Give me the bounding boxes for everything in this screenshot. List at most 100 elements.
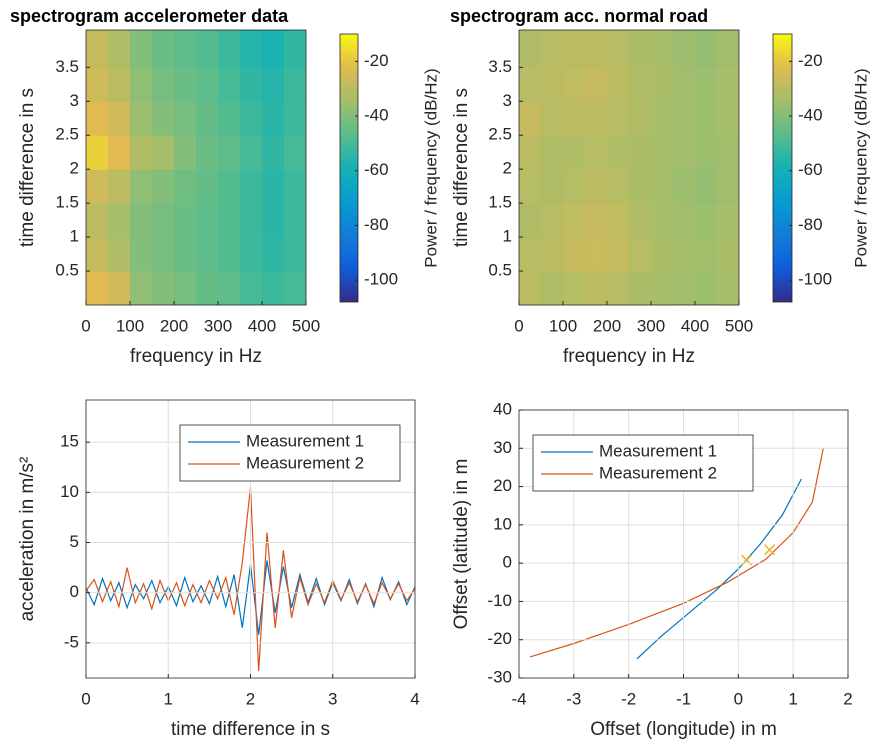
y-tick-label: 1 [503, 227, 512, 246]
heatmap-cell [108, 30, 131, 68]
heatmap-cell [607, 101, 630, 136]
heatmap-cell [130, 169, 153, 204]
x-tick-label: 200 [160, 316, 188, 335]
y-tick-label: 0 [503, 553, 512, 572]
heatmap-cell [629, 271, 652, 305]
heatmap-cell [585, 135, 608, 170]
heatmap-cell [174, 101, 197, 136]
heatmap-cell [563, 67, 586, 102]
heatmap-cell [284, 271, 306, 305]
heatmap-cell [585, 101, 608, 136]
heatmap-cell [629, 237, 652, 272]
heatmap-cell [651, 30, 674, 68]
heatmap-cell [108, 169, 131, 204]
heatmap-cell [541, 30, 564, 68]
heatmap-cell [717, 101, 739, 136]
heatmap-cell [284, 203, 306, 238]
x-axis-label: time difference in s [171, 719, 330, 740]
heatmap-cell [695, 135, 718, 170]
y-tick-label: 2.5 [55, 125, 79, 144]
y-tick-label: 1 [70, 227, 79, 246]
heatmap-cell [86, 67, 109, 102]
heatmap-cell [196, 67, 219, 102]
heatmap-cell [607, 67, 630, 102]
colorbar-tick-label: -20 [364, 51, 389, 70]
heatmap-cell [541, 271, 564, 305]
y-tick-label: 3.5 [488, 57, 512, 76]
colorbar-tick-label: -100 [798, 270, 832, 289]
heatmap-cell [262, 237, 285, 272]
heatmap-cell [130, 237, 153, 272]
x-tick-label: -4 [511, 689, 526, 708]
heatmap-cell [717, 237, 739, 272]
x-axis-label: frequency in Hz [130, 346, 262, 367]
heatmap-cell [262, 67, 285, 102]
x-tick-label: 300 [637, 316, 665, 335]
heatmap-cell [284, 169, 306, 204]
heatmap-cell [108, 67, 131, 102]
y-axis-label: Offset (latitude) in m [451, 459, 472, 630]
heatmap-cell [130, 271, 153, 305]
x-tick-label: 1 [164, 689, 173, 708]
heatmap-cell [607, 203, 630, 238]
heatmap-cell [585, 237, 608, 272]
heatmap-cell [585, 169, 608, 204]
heatmap-cell [673, 101, 696, 136]
x-tick-label: 2 [843, 689, 852, 708]
heatmap-cell [717, 135, 739, 170]
x-tick-label: 400 [248, 316, 276, 335]
heatmap-cell [629, 67, 652, 102]
y-axis-label: acceleration in m/s² [17, 457, 38, 622]
heatmap-cell [541, 135, 564, 170]
heatmap-cell [174, 169, 197, 204]
heatmap-cell [196, 30, 219, 68]
y-tick-label: -10 [487, 591, 512, 610]
heatmap-cell [585, 203, 608, 238]
legend-label: Measurement 2 [246, 453, 364, 472]
y-tick-label: 5 [70, 532, 79, 551]
heatmap-cell [86, 30, 109, 68]
heatmap-cell [262, 169, 285, 204]
x-tick-label: 1 [788, 689, 797, 708]
colorbar-tick-label: -100 [364, 270, 398, 289]
x-tick-label: 300 [204, 316, 232, 335]
heatmap-cell [717, 169, 739, 204]
heatmap-cell [541, 237, 564, 272]
heatmap-cell [196, 101, 219, 136]
y-tick-label: 2 [503, 159, 512, 178]
colorbar-tick-label: -80 [364, 215, 389, 234]
heatmap-cell [651, 237, 674, 272]
plot-content [86, 30, 306, 305]
x-marker [764, 544, 776, 556]
x-tick-label: 3 [328, 689, 337, 708]
heatmap-cell [86, 169, 109, 204]
x-axis-label: frequency in Hz [563, 346, 695, 367]
heatmap-cell [673, 169, 696, 204]
heatmap-cell [284, 67, 306, 102]
heatmap-cell [629, 101, 652, 136]
heatmap-cell [695, 67, 718, 102]
heatmap-cell [174, 271, 197, 305]
x-tick-label: 400 [681, 316, 709, 335]
heatmap-cell [86, 271, 109, 305]
heatmap-cell [152, 169, 175, 204]
heatmap-cell [196, 271, 219, 305]
y-tick-label: 40 [493, 399, 512, 418]
heatmap-cell [130, 101, 153, 136]
x-tick-label: 200 [593, 316, 621, 335]
heatmap-cell [240, 169, 263, 204]
heatmap-cell [130, 203, 153, 238]
colorbar [772, 33, 793, 303]
heatmap-cell [130, 30, 153, 68]
heatmap-cell [218, 135, 241, 170]
heatmap-cell [86, 135, 109, 170]
heatmap-cell [651, 203, 674, 238]
heatmap-cell [651, 169, 674, 204]
x-tick-label: 0 [734, 689, 743, 708]
heatmap-cell [262, 101, 285, 136]
heatmap-cell [673, 237, 696, 272]
heatmap-cell [174, 135, 197, 170]
heatmap-cell [152, 135, 175, 170]
heatmap-cell [240, 67, 263, 102]
